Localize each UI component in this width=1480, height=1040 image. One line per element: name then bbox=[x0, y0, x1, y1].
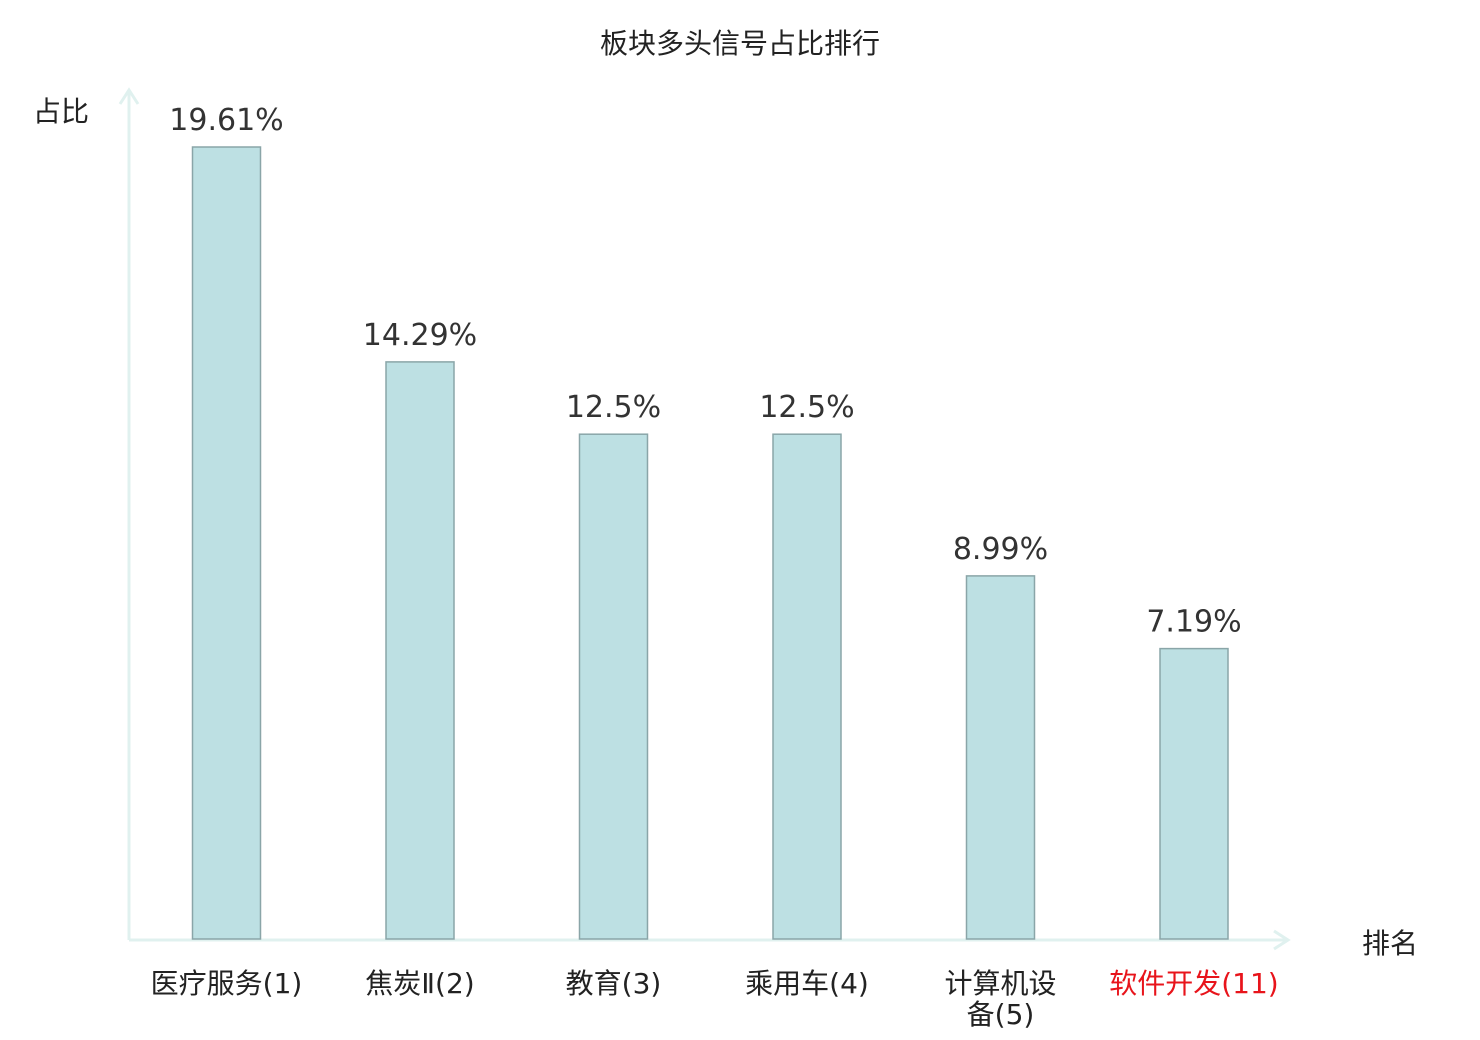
bar bbox=[191, 146, 262, 940]
x-tick-label: 备(5) bbox=[967, 998, 1035, 1031]
bar-value-label: 7.19% bbox=[1146, 605, 1241, 640]
bar bbox=[772, 433, 842, 940]
x-axis-arrow-icon bbox=[1273, 929, 1291, 951]
x-axis-label: 排名 bbox=[1362, 927, 1418, 960]
y-axis-arrow-icon bbox=[118, 87, 140, 105]
x-tick-label: 教育(3) bbox=[566, 967, 662, 1000]
y-axis-label: 占比 bbox=[33, 95, 89, 128]
bar bbox=[385, 361, 455, 940]
bar-value-label: 19.61% bbox=[169, 103, 283, 138]
x-tick-label: 医疗服务(1) bbox=[151, 967, 303, 1000]
bar bbox=[1159, 647, 1229, 940]
axes bbox=[118, 87, 1291, 951]
bars-group: 19.61% 医疗服务(1) 14.29% 焦炭Ⅱ(2) 12.5% 教育(3) 12.5%… bbox=[151, 103, 1279, 1031]
bar-value-label: 14.29% bbox=[363, 318, 477, 353]
x-tick-label: 乘用车(4) bbox=[745, 967, 869, 1000]
x-tick-label: 焦炭Ⅱ(2) bbox=[365, 967, 474, 1000]
x-tick-label: 软件开发(11) bbox=[1109, 967, 1278, 1000]
x-tick-label: 计算机设 bbox=[944, 967, 1056, 1000]
bar-value-label: 8.99% bbox=[953, 532, 1048, 567]
bar-value-label: 12.5% bbox=[759, 390, 854, 425]
chart-title: 板块多头信号占比排行 bbox=[600, 27, 880, 60]
bar bbox=[578, 433, 649, 940]
bar bbox=[965, 575, 1036, 940]
bar-value-label: 12.5% bbox=[566, 390, 661, 425]
